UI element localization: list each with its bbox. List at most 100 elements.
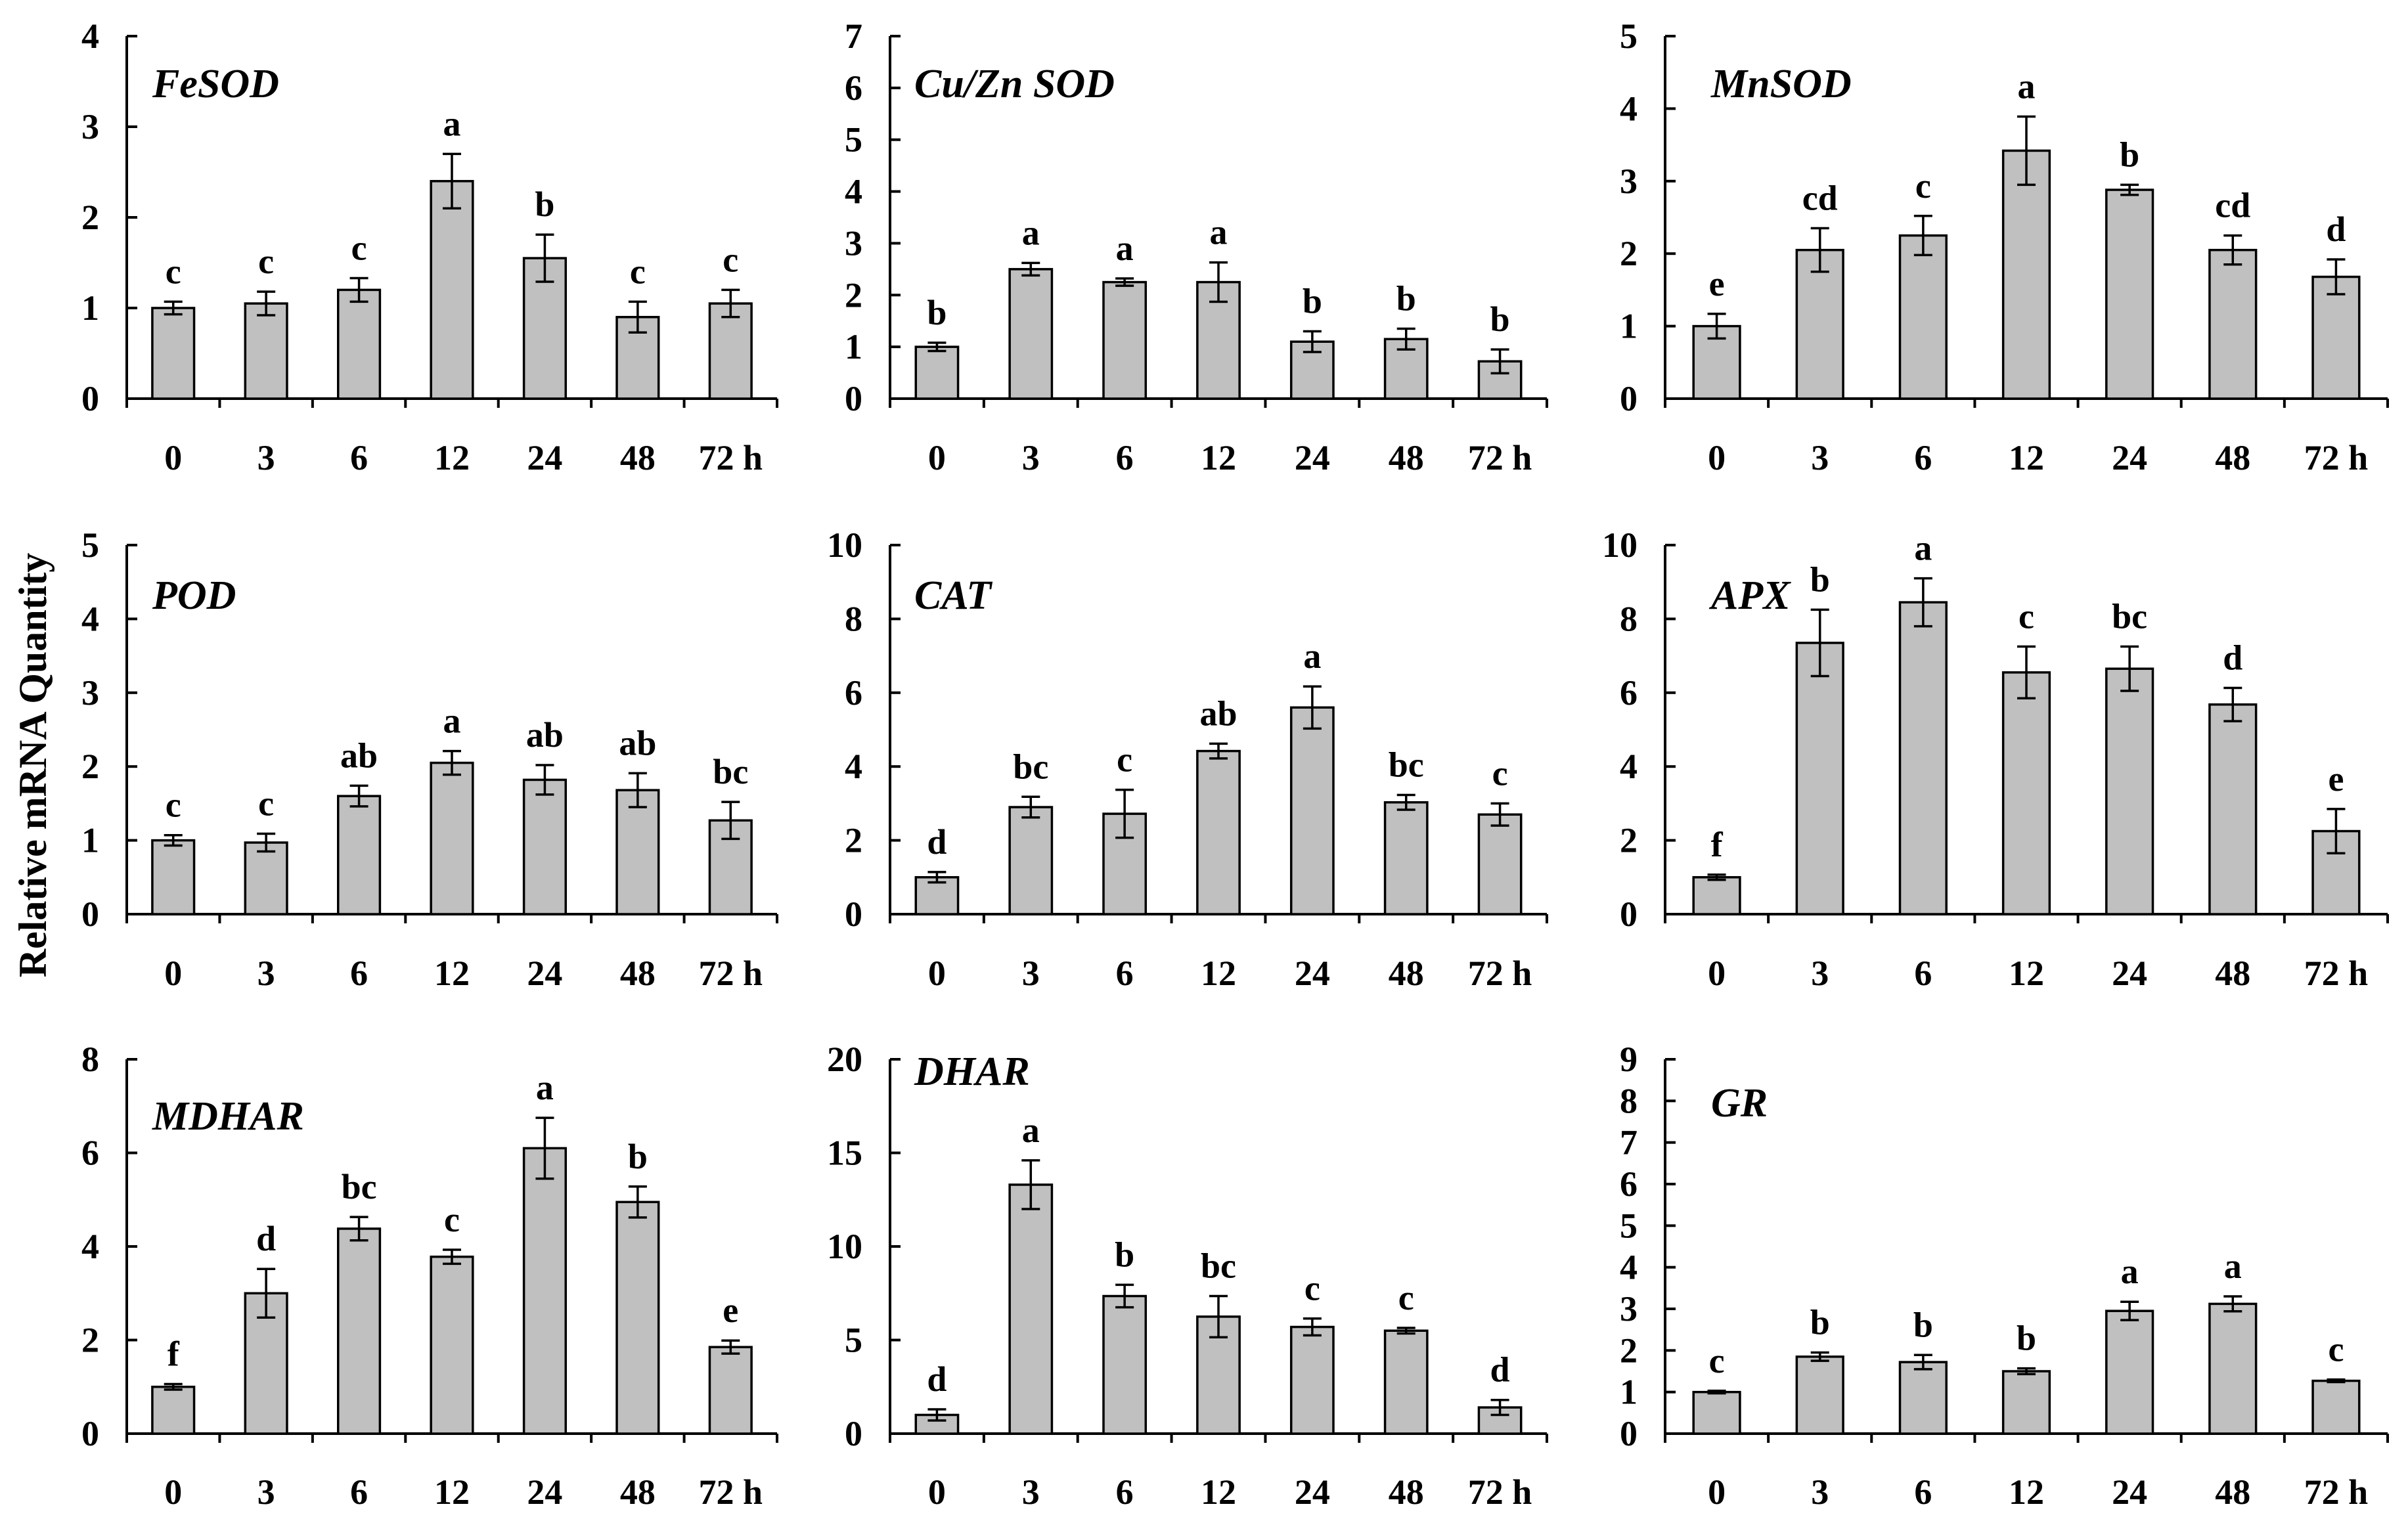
y-tick-label: 3 xyxy=(1620,162,1638,201)
significance-letter: a xyxy=(2018,67,2036,106)
bar-12 xyxy=(2001,149,2051,400)
y-tick-label: 7 xyxy=(1620,1123,1638,1162)
significance-letter: b xyxy=(1303,281,1322,320)
x-tick-label: 72 h xyxy=(1468,954,1532,993)
y-tick-label: 2 xyxy=(845,821,862,860)
bar-24 xyxy=(1289,1325,1335,1435)
x-tick-label: 72 h xyxy=(699,1472,763,1512)
x-tick-label: 0 xyxy=(928,954,946,993)
y-tick-label: 0 xyxy=(845,1414,862,1453)
significance-letter: c xyxy=(351,228,367,267)
bar-24 xyxy=(522,1147,567,1435)
y-tick-label: 0 xyxy=(81,379,99,418)
x-tick-label: 72 h xyxy=(2304,954,2369,993)
significance-letter: d xyxy=(2223,638,2242,677)
y-tick-label: 0 xyxy=(81,1414,99,1453)
x-tick-label: 0 xyxy=(928,1472,946,1512)
bar-24 xyxy=(2105,667,2154,915)
significance-letter: a xyxy=(1914,529,1932,568)
significance-letter: cd xyxy=(2215,186,2250,225)
y-tick-label: 4 xyxy=(1620,747,1638,786)
bar-12 xyxy=(430,180,474,400)
significance-letter: c xyxy=(444,1200,460,1239)
x-tick-label: 0 xyxy=(1708,438,1726,477)
x-tick-label: 48 xyxy=(2215,954,2250,993)
x-tick-label: 3 xyxy=(1022,438,1040,477)
significance-letter: a xyxy=(1210,213,1228,252)
significance-letter: e xyxy=(2328,759,2344,799)
significance-letter: bc xyxy=(1013,747,1048,786)
x-tick-label: 72 h xyxy=(699,954,763,993)
y-tick-label: 8 xyxy=(845,599,862,638)
x-tick-label: 6 xyxy=(350,438,368,477)
y-tick-label: 9 xyxy=(1620,1040,1638,1079)
significance-letter: b xyxy=(1810,560,1830,599)
y-tick-label: 7 xyxy=(845,16,862,56)
y-tick-label: 2 xyxy=(81,198,99,237)
significance-letter: a xyxy=(1022,1111,1040,1150)
bar-24 xyxy=(2105,188,2154,400)
y-tick-label: 1 xyxy=(845,327,862,366)
bar-6 xyxy=(1898,1361,1948,1435)
significance-letter: a xyxy=(1116,229,1134,268)
x-tick-label: 12 xyxy=(1201,1472,1236,1512)
x-tick-label: 24 xyxy=(527,954,562,993)
x-tick-label: 24 xyxy=(527,1472,562,1512)
x-tick-label: 72 h xyxy=(2304,438,2369,477)
x-tick-label: 12 xyxy=(1201,438,1236,477)
significance-letter: b xyxy=(2120,135,2139,174)
x-tick-label: 3 xyxy=(257,438,275,477)
significance-letter: a xyxy=(1022,213,1040,252)
significance-letter: a xyxy=(1303,636,1321,676)
y-tick-label: 5 xyxy=(81,525,99,565)
bar-0 xyxy=(914,876,960,915)
significance-letter: c xyxy=(2328,1330,2344,1369)
significance-letter: c xyxy=(1915,166,1931,206)
bar-48 xyxy=(1383,801,1429,915)
bar-48 xyxy=(1383,1329,1429,1435)
x-tick-label: 3 xyxy=(1811,1472,1829,1512)
significance-letter: d xyxy=(1490,1350,1510,1390)
x-tick-label: 3 xyxy=(1811,438,1829,477)
bar-3 xyxy=(244,302,288,400)
y-tick-label: 6 xyxy=(1620,673,1638,713)
bar-3 xyxy=(1008,1183,1054,1435)
x-tick-label: 72 h xyxy=(2304,1472,2369,1512)
y-tick-label: 6 xyxy=(845,68,862,108)
x-tick-label: 3 xyxy=(1022,1472,1040,1512)
bar-3 xyxy=(1795,642,1844,915)
significance-letter: bc xyxy=(1201,1246,1236,1286)
bar-24 xyxy=(522,778,567,915)
significance-letter: b xyxy=(628,1137,648,1176)
bar-48 xyxy=(2208,703,2258,915)
y-tick-label: 4 xyxy=(1620,1248,1638,1287)
bar-3 xyxy=(1008,268,1054,400)
bar-12 xyxy=(2001,671,2051,915)
y-tick-label: 8 xyxy=(1620,1081,1638,1120)
y-tick-label: 2 xyxy=(81,747,99,786)
y-tick-label: 8 xyxy=(81,1040,99,1079)
y-tick-label: 1 xyxy=(81,821,99,860)
significance-letter: a xyxy=(2121,1252,2139,1291)
y-tick-label: 1 xyxy=(81,288,99,328)
significance-letter: c xyxy=(166,252,181,291)
y-tick-label: 6 xyxy=(845,673,862,713)
bar-3 xyxy=(1795,1355,1844,1435)
x-tick-label: 6 xyxy=(1116,954,1134,993)
x-tick-label: 72 h xyxy=(1468,1472,1532,1512)
y-tick-label: 0 xyxy=(845,894,862,934)
x-tick-label: 6 xyxy=(350,954,368,993)
y-tick-label: 3 xyxy=(845,223,862,263)
y-tick-label: 10 xyxy=(1602,525,1638,565)
bar-6 xyxy=(1102,280,1148,400)
bar-72h xyxy=(2311,275,2361,400)
bar-0 xyxy=(914,345,960,400)
significance-letter: bc xyxy=(713,752,748,791)
bar-6 xyxy=(1898,234,1948,400)
panel-title: POD xyxy=(152,573,236,618)
x-tick-label: 24 xyxy=(2112,1472,2147,1512)
